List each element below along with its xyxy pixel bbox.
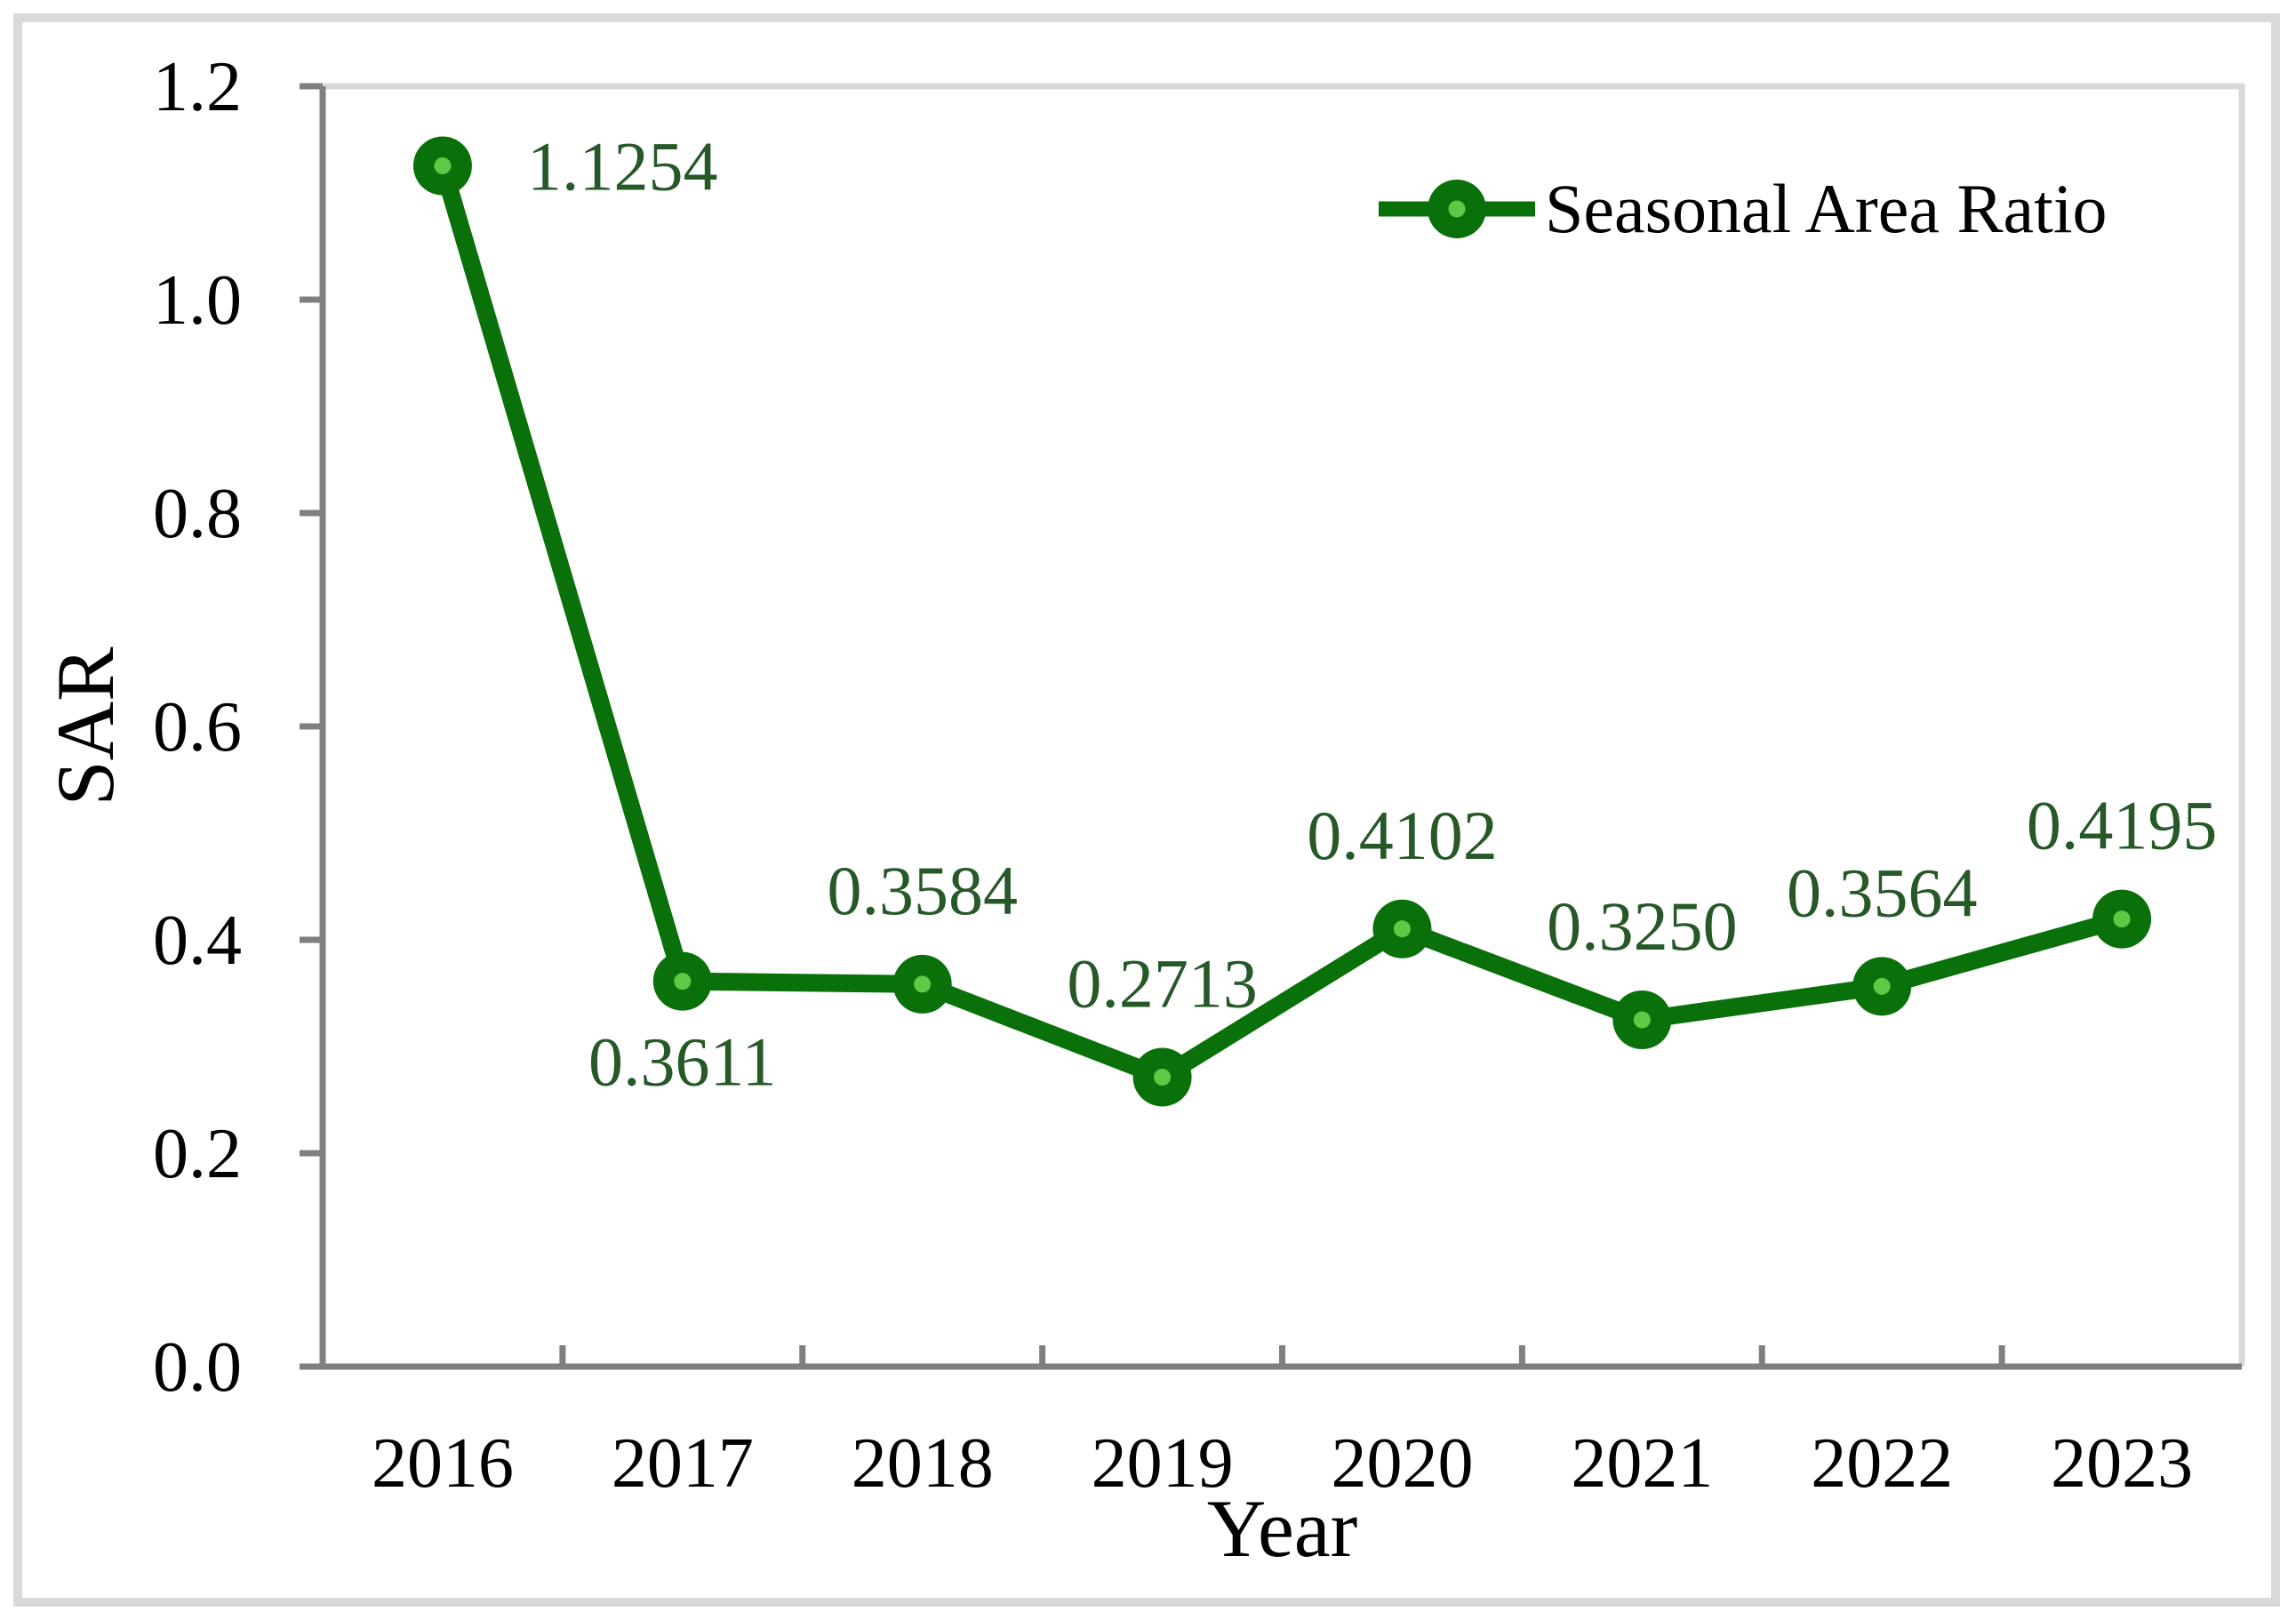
y-tick-label: 1.0 — [153, 261, 242, 340]
data-point-marker-dot — [1873, 977, 1891, 995]
data-point-marker-dot — [2113, 910, 2131, 928]
data-point-label: 1.1254 — [527, 128, 718, 205]
data-point-marker-dot — [1154, 1068, 1172, 1086]
x-tick-label: 2022 — [1811, 1424, 1953, 1503]
y-tick-label: 1.2 — [153, 48, 242, 126]
data-point-label: 0.3564 — [1787, 854, 1978, 931]
y-tick-label: 0.6 — [153, 688, 242, 766]
data-point-marker-dot — [674, 973, 692, 990]
legend-label: Seasonal Area Ratio — [1545, 170, 2108, 247]
series-line — [433, 156, 2132, 1087]
x-tick-label: 2023 — [2051, 1424, 2193, 1503]
x-axis-title: Year — [1207, 1483, 1358, 1574]
data-point-marker-dot — [914, 975, 932, 993]
data-point-marker-dot — [1393, 920, 1411, 938]
data-point-label: 0.4102 — [1307, 797, 1498, 874]
legend: Seasonal Area Ratio — [1379, 170, 2108, 247]
x-tick-label: 2018 — [852, 1424, 994, 1503]
data-point-marker-dot — [1633, 1011, 1651, 1029]
y-tick-label: 0.0 — [153, 1328, 242, 1407]
x-tick-label: 2016 — [372, 1424, 514, 1503]
figure-border — [13, 13, 2280, 1607]
y-tick-label: 0.4 — [153, 902, 242, 980]
x-tick-label: 2019 — [1092, 1424, 1234, 1503]
x-tick-label: 2021 — [1571, 1424, 1713, 1503]
data-point-marker-dot — [434, 157, 452, 175]
y-axis-title: SAR — [40, 646, 131, 806]
data-point-label: 0.3250 — [1547, 887, 1738, 965]
data-point-label: 0.4195 — [2027, 787, 2218, 864]
data-point-label: 0.3611 — [588, 1023, 777, 1101]
y-tick-label: 0.8 — [153, 475, 242, 553]
plot-area-border — [323, 83, 2245, 1367]
data-point-label: 0.3584 — [827, 852, 1018, 929]
legend-marker-dot — [1448, 200, 1466, 218]
x-tick-label: 2017 — [612, 1424, 754, 1503]
data-point-label: 0.2713 — [1067, 944, 1258, 1022]
x-tick-label: 2020 — [1331, 1424, 1473, 1503]
y-tick-label: 0.2 — [153, 1115, 242, 1193]
